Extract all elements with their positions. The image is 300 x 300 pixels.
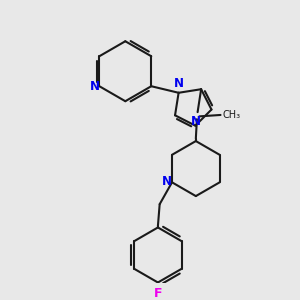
Text: N: N: [90, 80, 100, 93]
Text: N: N: [191, 115, 201, 128]
Text: CH₃: CH₃: [223, 110, 241, 120]
Text: N: N: [174, 77, 184, 90]
Text: N: N: [162, 175, 172, 188]
Text: F: F: [154, 287, 162, 300]
